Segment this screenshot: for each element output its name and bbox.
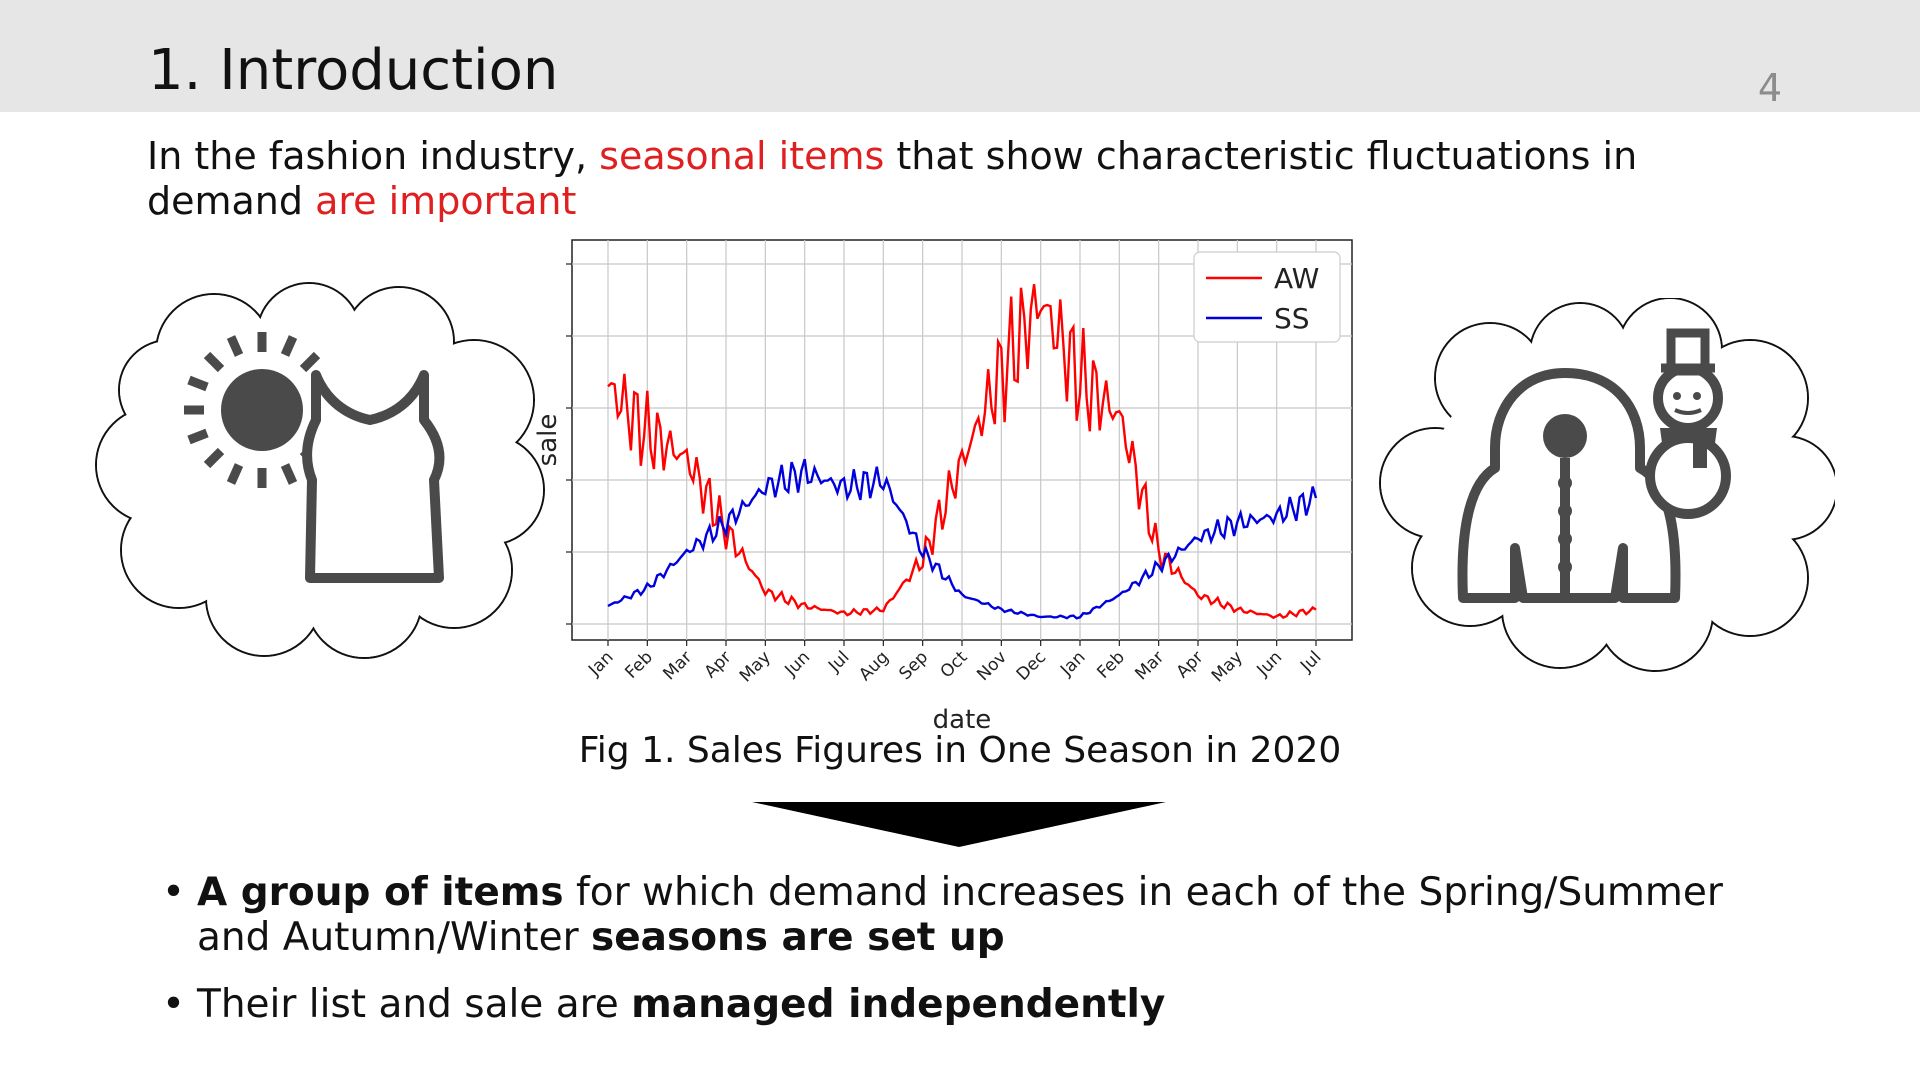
x-tick-label: Feb — [1093, 647, 1128, 682]
bullet-bold-text: seasons are set up — [591, 915, 1005, 960]
slide-title: 1. Introduction — [148, 38, 559, 103]
x-axis-label: date — [933, 705, 992, 732]
legend-label-aw: AW — [1274, 262, 1319, 295]
intro-part-1: In the fashion industry, — [147, 134, 600, 178]
header-bar — [0, 0, 1920, 112]
tank-top-icon — [302, 370, 445, 583]
x-tick-label: Jul — [824, 647, 853, 676]
x-tick-label: Apr — [701, 647, 736, 682]
x-tick-label: Feb — [621, 647, 656, 682]
bullet-bold-text: managed independently — [631, 982, 1166, 1027]
chart-svg: Jan Feb Mar Apr May Jun Jul Aug Sep Oct Nov Dec Jan F… — [533, 239, 1353, 735]
sun-icon — [184, 332, 340, 488]
x-tick-label: Jan — [1056, 647, 1089, 680]
x-tick-label: Oct — [937, 647, 972, 682]
series-line-aw — [607, 284, 1317, 620]
intro-emphasis-seasonal-items: seasonal items — [599, 134, 885, 178]
x-tick-label: Mar — [659, 647, 696, 684]
intro-emphasis-are-important: are important — [315, 179, 577, 223]
bullet-symbol: • — [162, 982, 186, 1027]
bullet-bold-text: A group of items — [197, 870, 564, 915]
x-tick-label: Jan — [584, 647, 617, 680]
slide-number: 4 — [1757, 66, 1782, 110]
x-tick-label: Nov — [973, 647, 1011, 685]
y-axis-label: sale — [536, 414, 563, 467]
figure-caption: Fig 1. Sales Figures in One Season in 20… — [578, 730, 1342, 771]
coat-buttons — [1558, 476, 1572, 574]
x-tick-label: May — [1208, 647, 1247, 686]
sales-line-chart: Jan Feb Mar Apr May Jun Jul Aug Sep Oct Nov Dec Jan F… — [533, 232, 1372, 735]
x-tick-label: Dec — [1013, 647, 1050, 684]
bullet-symbol: • — [162, 870, 186, 915]
intro-part-3: that show characteristic fluctuations in… — [147, 134, 1638, 223]
x-tick-label: May — [736, 647, 775, 686]
x-tick-label: Aug — [855, 647, 893, 685]
bullet-text: for which demand increases in each of th… — [197, 870, 1723, 960]
bullet-list: • A group of items for which demand incr… — [162, 870, 1802, 1049]
bullet-item-managed-independently: • Their list and sale are managed indepe… — [162, 982, 1802, 1027]
winter-thought-cloud — [1379, 298, 1835, 672]
legend-box — [1193, 251, 1341, 343]
x-tick-label: Sep — [895, 647, 932, 684]
series-line-ss — [607, 458, 1318, 620]
x-tick-label: Mar — [1131, 647, 1168, 684]
x-tick-label: Apr — [1173, 647, 1208, 682]
x-tick-label: Jul — [1296, 647, 1325, 676]
snowman-icon — [1645, 328, 1731, 519]
summer-thought-cloud — [95, 282, 545, 659]
intro-text: In the fashion industry, seasonal items … — [147, 134, 1767, 224]
x-tick-label: Jun — [781, 647, 815, 681]
x-tick-label: Jun — [1253, 647, 1287, 681]
bullet-text: Their list and sale are — [197, 982, 632, 1027]
down-arrow-icon — [752, 802, 1166, 847]
legend-label-ss: SS — [1274, 302, 1310, 335]
bullet-item-season-groups: • A group of items for which demand incr… — [162, 870, 1802, 960]
